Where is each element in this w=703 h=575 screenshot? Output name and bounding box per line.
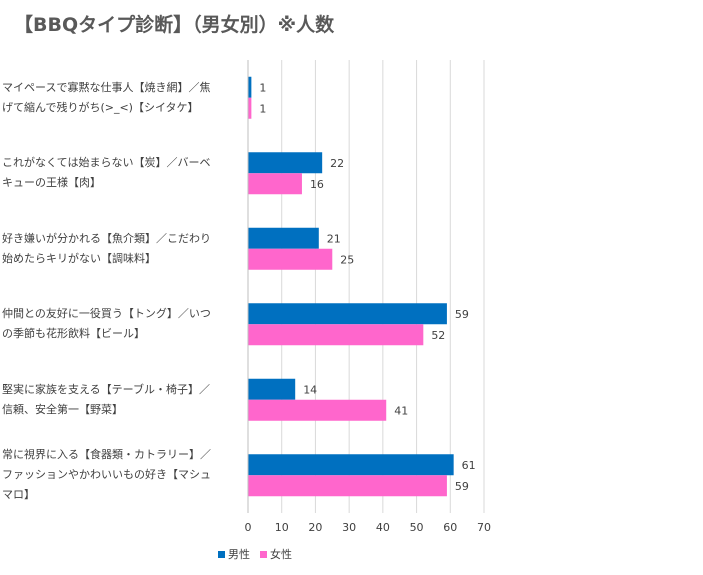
- category-label-line: マロ】: [2, 488, 35, 502]
- data-label: 14: [303, 383, 317, 396]
- x-tick-label: 10: [275, 521, 289, 534]
- category-label: 常に視界に入る【食器類・カトラリー】／ ファッションやかわいいもの好き【マシュ マロ…: [2, 445, 238, 505]
- data-label: 41: [394, 404, 408, 417]
- legend-label-male: 男性: [228, 548, 250, 561]
- category-label-line: 常に視界に入る【食器類・カトラリー】／: [2, 448, 211, 462]
- category-label: マイペースで寡黙な仕事人【焼き網】／焦 げて縮んで残りがち(>_<)【シイタケ】: [2, 78, 238, 118]
- bar-female: [248, 248, 333, 270]
- category-label-line: 堅実に家族を支える【テーブル・椅子】／: [2, 382, 211, 396]
- chart-title: 【BBQタイプ診断】（男女別）※人数: [14, 14, 335, 36]
- category-label: 仲間との友好に一役買う【トング】／いつ の季節も花形飲料【ビール】: [2, 304, 238, 344]
- bar-female: [248, 475, 447, 497]
- category-label: これがなくては始まらない【炭】／バーベ キューの王様【肉】: [2, 153, 238, 193]
- category-label-line: キューの王様【肉】: [2, 176, 101, 190]
- x-tick-label: 0: [245, 521, 252, 534]
- bar-male: [248, 303, 447, 325]
- bar-female: [248, 324, 424, 346]
- bar-female: [248, 399, 387, 421]
- legend-item-female: 女性: [260, 546, 292, 562]
- bar-male: [248, 227, 319, 249]
- category-label-line: 信頼、安全第一【野菜】: [2, 402, 123, 416]
- category-label-line: げて縮んで残りがち(>_<)【シイタケ】: [2, 100, 199, 114]
- bar-male: [248, 152, 323, 174]
- data-label: 1: [259, 102, 266, 115]
- data-label: 16: [310, 178, 324, 191]
- data-label: 61: [462, 459, 476, 472]
- x-tick-label: 30: [342, 521, 356, 534]
- x-tick-label: 50: [410, 521, 424, 534]
- x-tick-label: 70: [477, 521, 491, 534]
- bar-female: [248, 173, 302, 195]
- legend-label-female: 女性: [270, 548, 292, 561]
- category-label-line: 仲間との友好に一役買う【トング】／いつ: [2, 307, 211, 321]
- x-tick-label: 60: [443, 521, 457, 534]
- data-label: 59: [455, 480, 469, 493]
- bar-male: [248, 76, 252, 98]
- category-label-line: 好き嫌いが分かれる【魚介類】／こだわり: [2, 231, 211, 245]
- legend: 男性 女性: [218, 546, 292, 562]
- category-label-line: これがなくては始まらない【炭】／バーベ: [2, 156, 211, 170]
- category-label-line: ファッションやかわいいもの好き【マシュ: [2, 468, 211, 482]
- data-label: 22: [330, 157, 344, 170]
- category-label: 好き嫌いが分かれる【魚介類】／こだわり 始めたらキリがない【調味料】: [2, 229, 238, 269]
- legend-item-male: 男性: [218, 546, 250, 562]
- category-label-line: マイペースで寡黙な仕事人【焼き網】／焦: [2, 80, 211, 94]
- legend-swatch-male: [218, 550, 225, 558]
- x-tick-label: 20: [308, 521, 322, 534]
- data-label: 1: [259, 81, 266, 94]
- data-label: 59: [455, 308, 469, 321]
- category-label: 堅実に家族を支える【テーブル・椅子】／ 信頼、安全第一【野菜】: [2, 380, 238, 420]
- bar-male: [248, 454, 454, 476]
- data-label: 25: [340, 253, 354, 266]
- data-label: 52: [431, 329, 445, 342]
- category-label-line: の季節も花形飲料【ビール】: [2, 327, 145, 341]
- bar-female: [248, 97, 252, 119]
- legend-swatch-female: [260, 550, 267, 558]
- category-label-line: 始めたらキリがない【調味料】: [2, 251, 156, 265]
- data-label: 21: [327, 232, 341, 245]
- x-tick-label: 40: [376, 521, 390, 534]
- bar-male: [248, 378, 296, 400]
